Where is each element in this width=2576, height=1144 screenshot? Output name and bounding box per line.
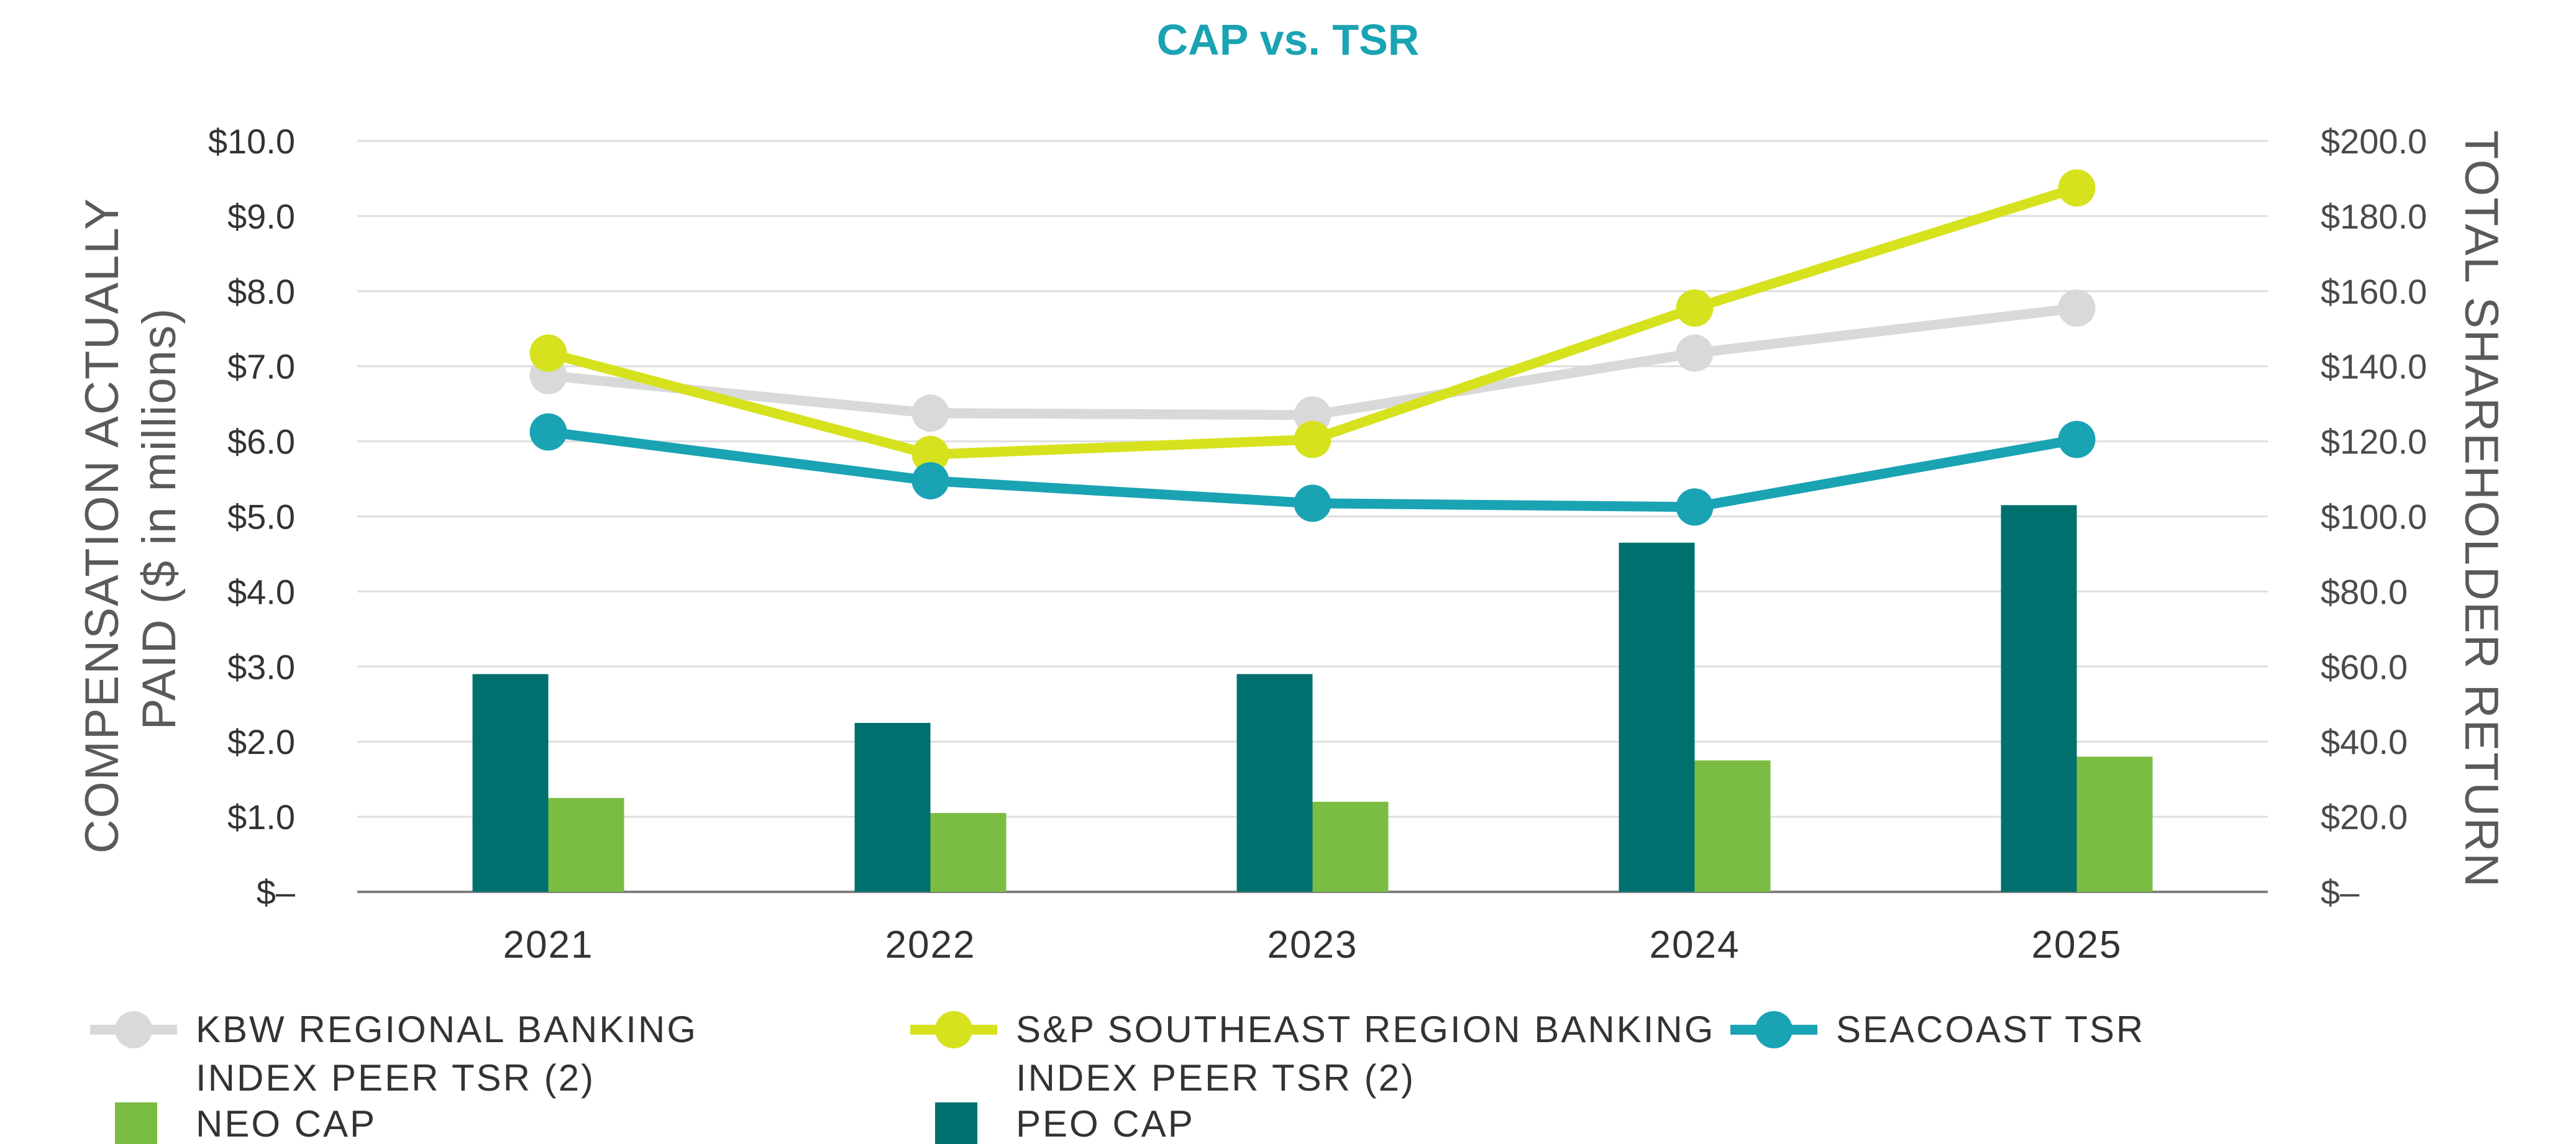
s-p-southeast-region-banking-index-peer-tsr-2-point [2058, 169, 2096, 207]
peo-cap-bar [2001, 505, 2077, 892]
legend-marker-sp [935, 1011, 972, 1048]
peo-cap-bar [854, 722, 931, 892]
left-tick-label: $5.0 [227, 497, 295, 537]
right-tick-label: $60.0 [2321, 647, 2408, 686]
right-axis-ticks: $– $20.0 $40.0 $60.0 $80.0 $100.0 $120.0 $140.0… [2321, 122, 2427, 912]
peo-cap-bar [1236, 674, 1313, 892]
kbw-regional-banking-index-peer-tsr-2-point [2058, 289, 2096, 327]
x-tick-label: 2021 [503, 924, 594, 966]
right-tick-label: $140.0 [2321, 347, 2427, 386]
right-tick-label: $80.0 [2321, 572, 2408, 611]
peo-cap-bar [472, 674, 549, 892]
x-tick-label: 2024 [1650, 924, 1740, 966]
legend-label-kbw: KBW REGIONAL BANKING [196, 1009, 698, 1050]
left-tick-label: $1.0 [227, 797, 295, 837]
left-axis-ticks: $– $1.0 $2.0 $3.0 $4.0 $5.0 $6.0 $7.0 $8.0 $9.0 $1… [208, 122, 296, 912]
s-p-southeast-region-banking-index-peer-tsr-2-point [1294, 420, 1331, 458]
legend-label-neo: NEO CAP [196, 1103, 377, 1144]
seacoast-tsr-point [2058, 420, 2096, 458]
left-tick-label: $10.0 [208, 122, 295, 161]
x-tick-label: 2023 [1267, 924, 1358, 966]
left-tick-label: $6.0 [227, 422, 295, 461]
neo-cap-bar [548, 797, 624, 892]
chart-title: CAP vs. TSR [1157, 16, 1420, 64]
left-tick-label: $7.0 [227, 347, 295, 386]
right-tick-label: $40.0 [2321, 722, 2408, 761]
neo-cap-bar [2076, 756, 2153, 892]
x-axis-ticks: 2021 2022 2023 2024 2025 [503, 924, 2122, 966]
legend-label-sp: S&P SOUTHEAST REGION BANKING [1016, 1009, 1715, 1050]
left-axis-label-line-2: PAID ($ in millions) [133, 307, 186, 730]
right-tick-label: $160.0 [2321, 272, 2427, 311]
legend-swatch-neo [115, 1102, 157, 1144]
legend-marker-seacoast [1755, 1011, 1793, 1048]
neo-cap-bar [1312, 801, 1389, 892]
kbw-regional-banking-index-peer-tsr-2-point [1676, 334, 1714, 372]
left-axis-label-line-1: COMPENSATION ACTUALLY [76, 198, 129, 854]
legend-label-sp: INDEX PEER TSR (2) [1016, 1057, 1415, 1099]
seacoast-tsr-point [911, 462, 949, 500]
seacoast-tsr-point [1676, 488, 1714, 526]
right-tick-label: $120.0 [2321, 422, 2427, 461]
right-axis-label: TOTAL SHAREHOLDER RETURN [2455, 130, 2508, 889]
right-tick-label: $180.0 [2321, 197, 2427, 236]
right-tick-label: $– [2321, 873, 2360, 912]
kbw-regional-banking-index-peer-tsr-2-point [911, 394, 949, 432]
right-tick-label: $200.0 [2321, 122, 2427, 161]
s-p-southeast-region-banking-index-peer-tsr-2-point [529, 334, 567, 372]
x-tick-label: 2025 [2032, 924, 2122, 966]
bar-series [472, 505, 2153, 892]
legend-marker-kbw [115, 1011, 152, 1048]
s-p-southeast-region-banking-index-peer-tsr-2-point [911, 435, 949, 473]
left-tick-label: $– [257, 873, 296, 912]
left-tick-label: $3.0 [227, 647, 295, 686]
left-tick-label: $2.0 [227, 722, 295, 761]
seacoast-tsr-point [1294, 484, 1331, 522]
s-p-southeast-region-banking-index-peer-tsr-2-point [1676, 289, 1714, 327]
legend: KBW REGIONAL BANKING INDEX PEER TSR (2) S&… [90, 1009, 2145, 1144]
left-tick-label: $8.0 [227, 272, 295, 311]
seacoast-tsr-point [529, 413, 567, 451]
peo-cap-bar [1619, 542, 1695, 892]
neo-cap-bar [930, 813, 1007, 892]
left-axis-label: COMPENSATION ACTUALLY PAID ($ in million… [76, 184, 186, 854]
right-tick-label: $20.0 [2321, 797, 2408, 837]
legend-swatch-peo [935, 1102, 977, 1144]
left-tick-label: $9.0 [227, 197, 295, 236]
left-tick-label: $4.0 [227, 572, 295, 611]
legend-label-seacoast: SEACOAST TSR [1836, 1009, 2145, 1050]
neo-cap-bar [1694, 760, 1771, 892]
x-tick-label: 2022 [885, 924, 976, 966]
legend-label-kbw: INDEX PEER TSR (2) [196, 1057, 595, 1099]
legend-label-peo: PEO CAP [1016, 1103, 1195, 1144]
line-series [529, 169, 2096, 526]
right-tick-label: $100.0 [2321, 497, 2427, 537]
